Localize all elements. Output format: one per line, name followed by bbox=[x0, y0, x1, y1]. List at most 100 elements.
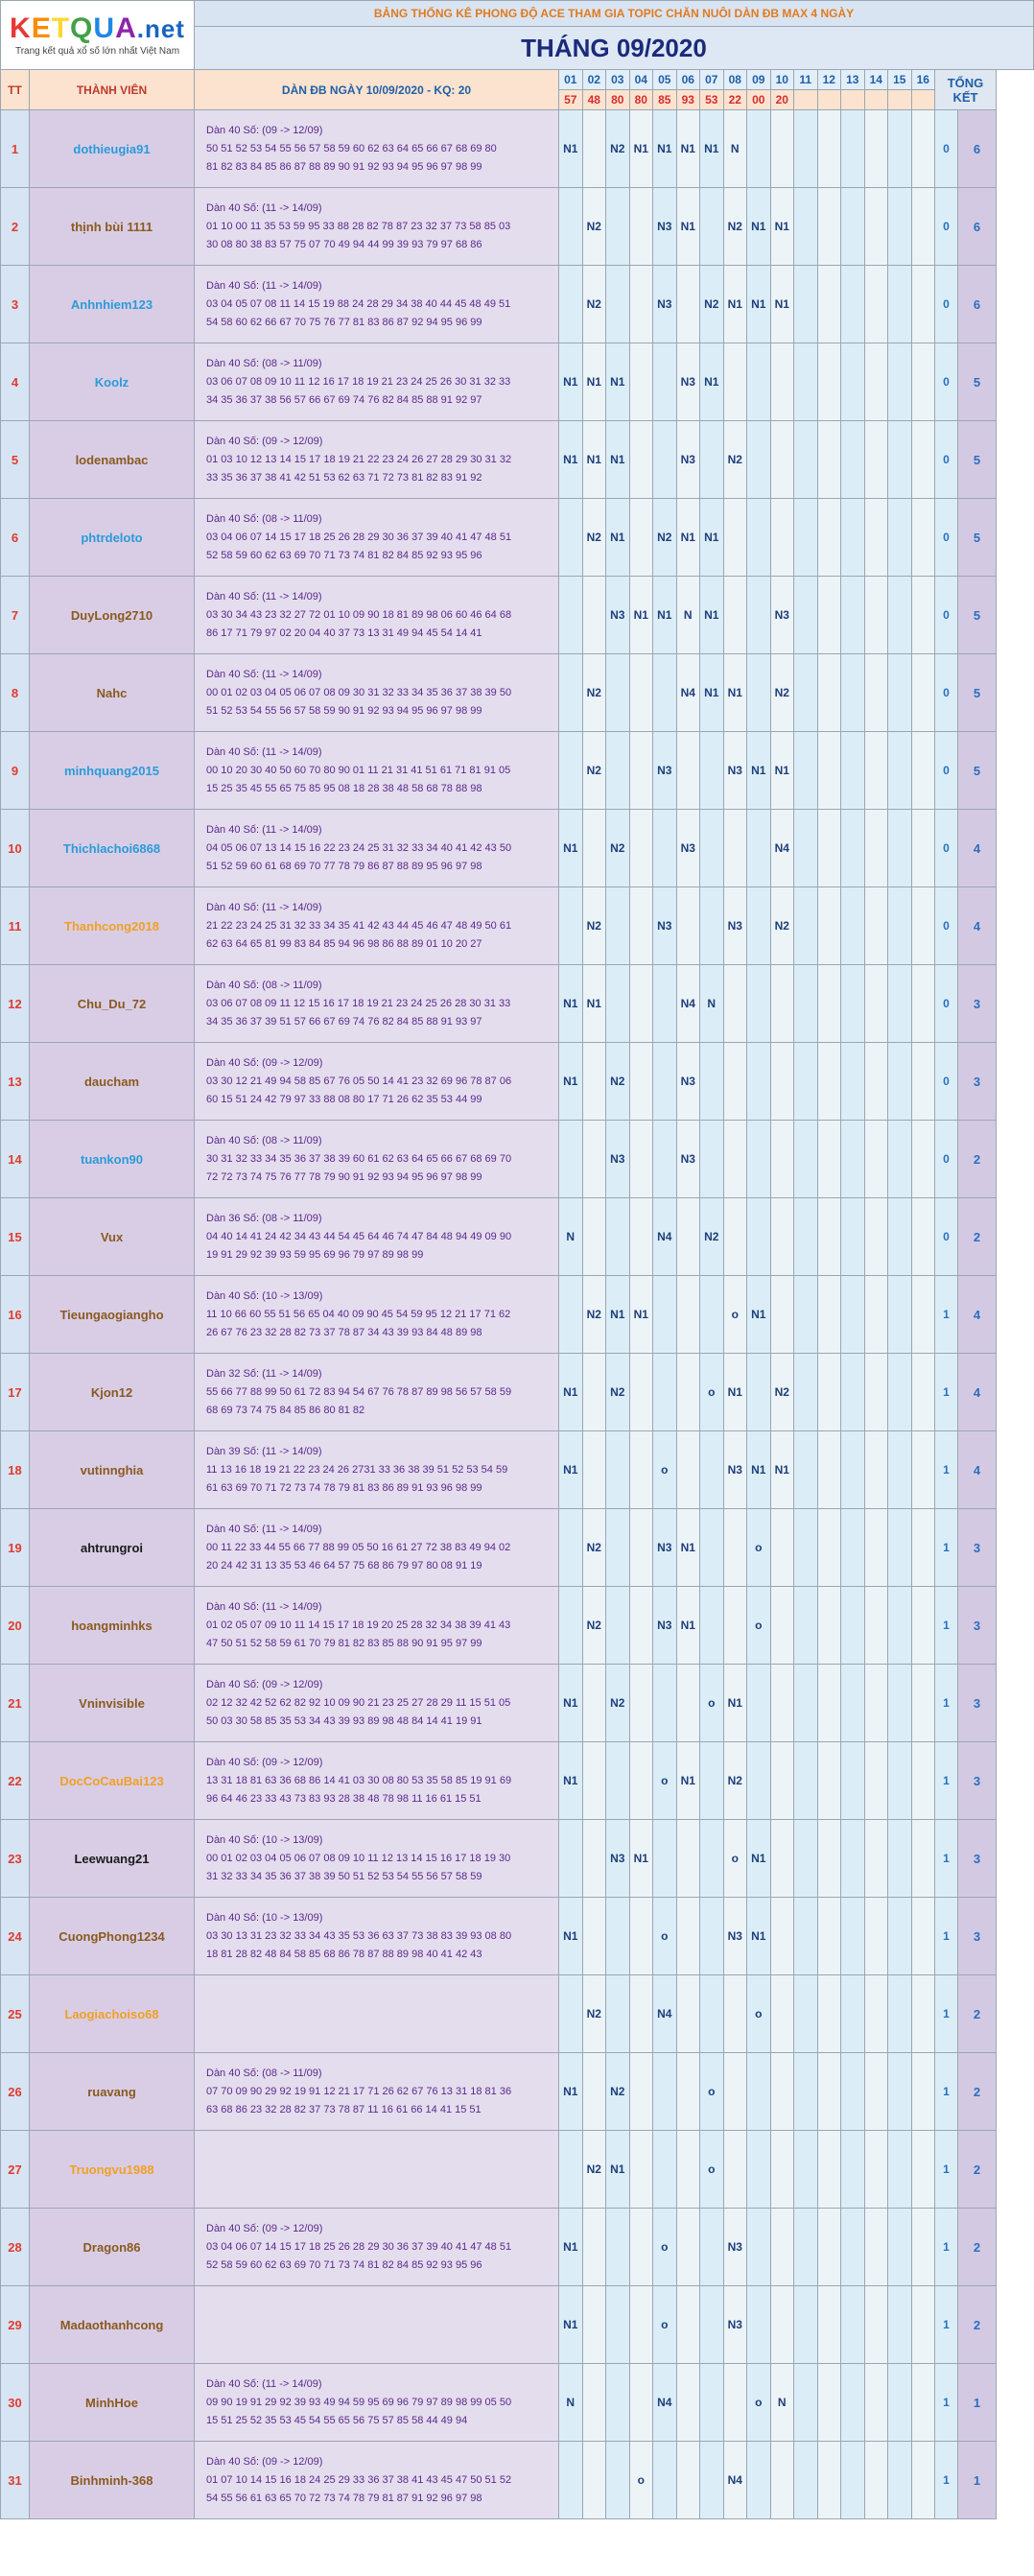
day-cell: N1 bbox=[605, 2130, 630, 2209]
day-cell bbox=[840, 2208, 865, 2286]
dan-l1: 00 10 20 30 40 50 60 70 80 90 01 11 21 3… bbox=[206, 764, 511, 776]
dan-l1: 07 70 09 90 29 92 19 91 12 21 17 71 26 6… bbox=[206, 2085, 512, 2097]
day-cell bbox=[628, 964, 653, 1043]
dan-l1: 02 12 32 42 52 62 82 92 10 09 90 21 23 2… bbox=[206, 1696, 511, 1709]
day-cell bbox=[769, 1275, 794, 1354]
day-cell: N4 bbox=[652, 2363, 677, 2442]
total-hits: 1 bbox=[934, 1586, 958, 1665]
day-cell: N3 bbox=[605, 1120, 630, 1198]
table-row: 4 Koolz Dàn 40 Số: (08 -> 11/09) 03 06 07 0… bbox=[0, 343, 1034, 421]
member-name: DuyLong2710 bbox=[29, 576, 195, 654]
day-cell bbox=[793, 1430, 818, 1509]
day-cell bbox=[699, 2441, 724, 2519]
table-row: 6 phtrdeloto Dàn 40 Số: (08 -> 11/09) 03 04… bbox=[0, 498, 1034, 577]
day-cell bbox=[910, 343, 935, 421]
table-row: 19 ahtrungroi Dàn 40 Số: (11 -> 14/09) 00 1… bbox=[0, 1508, 1034, 1587]
total-score: 3 bbox=[957, 1042, 997, 1121]
day-cell bbox=[910, 576, 935, 654]
day-cell bbox=[863, 2052, 888, 2131]
member-name: Anhnhiem123 bbox=[29, 265, 195, 343]
day-cell bbox=[699, 420, 724, 499]
day-cell bbox=[652, 1275, 677, 1354]
day-cell bbox=[605, 1586, 630, 1665]
day-cell bbox=[581, 1430, 606, 1509]
dan-cell: Dàn 40 Số: (08 -> 11/09) 03 04 06 07 14 1… bbox=[194, 498, 559, 577]
day-cell bbox=[863, 498, 888, 577]
day-cell: N1 bbox=[558, 1741, 583, 1820]
day-cell: N1 bbox=[605, 420, 630, 499]
day-cell bbox=[863, 1897, 888, 1975]
day-cell: o bbox=[699, 2130, 724, 2209]
day-cell: N1 bbox=[769, 265, 794, 343]
dan-l2: 34 35 36 37 38 56 57 66 67 69 74 76 82 8… bbox=[206, 393, 482, 406]
day-cell bbox=[816, 964, 841, 1043]
day-cell: N2 bbox=[605, 1664, 630, 1742]
stats-table: KETQUA.net Trang kết quả xổ số lớn nhất … bbox=[0, 0, 1034, 2519]
day-cell: N3 bbox=[675, 1120, 700, 1198]
day-cell bbox=[699, 1430, 724, 1509]
day-cell: N2 bbox=[605, 109, 630, 188]
month-title: THÁNG 09/2020 bbox=[194, 26, 1034, 70]
day-cell bbox=[840, 1508, 865, 1587]
table-row: 27 Truongvu1988 N2 N1 o 1 2 bbox=[0, 2130, 1034, 2209]
row-number: 7 bbox=[0, 576, 30, 654]
dan-title: Dàn 40 Số: (08 -> 11/09) bbox=[206, 512, 322, 525]
dan-title: Dàn 40 Số: (11 -> 14/09) bbox=[206, 668, 322, 680]
dan-l2: 60 15 51 24 42 79 97 33 88 08 80 17 71 2… bbox=[206, 1093, 482, 1105]
day-cell bbox=[746, 2441, 771, 2519]
row-number: 28 bbox=[0, 2208, 30, 2286]
day-cell bbox=[840, 1819, 865, 1898]
day-cell bbox=[605, 1974, 630, 2053]
day-cell: N4 bbox=[675, 964, 700, 1043]
day-cell bbox=[652, 1042, 677, 1121]
dan-l2: 52 58 59 60 62 63 69 70 71 73 74 81 82 8… bbox=[206, 2258, 482, 2271]
day-cell bbox=[887, 1508, 912, 1587]
day-cell bbox=[605, 2441, 630, 2519]
day-cell: N1 bbox=[605, 498, 630, 577]
dan-cell: Dàn 40 Số: (09 -> 12/09) 02 12 32 42 52 6… bbox=[194, 1664, 559, 1742]
dan-l2: 62 63 64 65 81 99 83 84 85 94 96 98 86 8… bbox=[206, 937, 482, 950]
total-hits: 1 bbox=[934, 2130, 958, 2209]
member-name: Dragon86 bbox=[29, 2208, 195, 2286]
dan-title: Dàn 40 Số: (10 -> 13/09) bbox=[206, 1289, 323, 1302]
row-number: 31 bbox=[0, 2441, 30, 2519]
total-score: 4 bbox=[957, 809, 997, 887]
total-hits: 1 bbox=[934, 1353, 958, 1431]
total-score: 2 bbox=[957, 2130, 997, 2209]
row-number: 4 bbox=[0, 343, 30, 421]
day-cell bbox=[628, 731, 653, 810]
day-cell bbox=[840, 265, 865, 343]
day-cell bbox=[910, 1353, 935, 1431]
day-cell bbox=[793, 2052, 818, 2131]
table-row: 21 Vninvisible Dàn 40 Số: (09 -> 12/09) 02 … bbox=[0, 1664, 1034, 1742]
member-name: dothieugia91 bbox=[29, 109, 195, 188]
total-score: 4 bbox=[957, 1430, 997, 1509]
day-cell: N1 bbox=[558, 2208, 583, 2286]
day-cell bbox=[887, 1586, 912, 1665]
dan-cell: Dàn 40 Số: (10 -> 13/09) 00 01 02 03 04 0… bbox=[194, 1819, 559, 1898]
day-cell bbox=[840, 1275, 865, 1354]
day-cell bbox=[699, 1508, 724, 1587]
header-total: TỔNG KẾT bbox=[934, 69, 997, 110]
day-cell bbox=[769, 2130, 794, 2209]
day-cell bbox=[746, 420, 771, 499]
day-cell bbox=[816, 420, 841, 499]
dan-l1: 01 10 00 11 35 53 59 95 33 88 28 82 78 8… bbox=[206, 220, 511, 232]
day-cell bbox=[863, 2363, 888, 2442]
total-hits: 1 bbox=[934, 1664, 958, 1742]
day-header-10: 10 bbox=[769, 69, 794, 90]
day-header-06: 06 bbox=[675, 69, 700, 90]
member-name: ahtrungroi bbox=[29, 1508, 195, 1587]
row-number: 10 bbox=[0, 809, 30, 887]
day-cell bbox=[699, 1586, 724, 1665]
day-cell bbox=[840, 886, 865, 965]
day-cell bbox=[863, 2285, 888, 2364]
day-cell bbox=[699, 2363, 724, 2442]
header-dan: DÀN ĐB NGÀY 10/09/2020 - KQ: 20 bbox=[194, 69, 559, 110]
day-cell: N3 bbox=[675, 809, 700, 887]
day-cell bbox=[558, 1275, 583, 1354]
day-cell bbox=[722, 809, 747, 887]
total-hits: 0 bbox=[934, 1042, 958, 1121]
day-cell: N2 bbox=[581, 731, 606, 810]
total-score: 2 bbox=[957, 2285, 997, 2364]
